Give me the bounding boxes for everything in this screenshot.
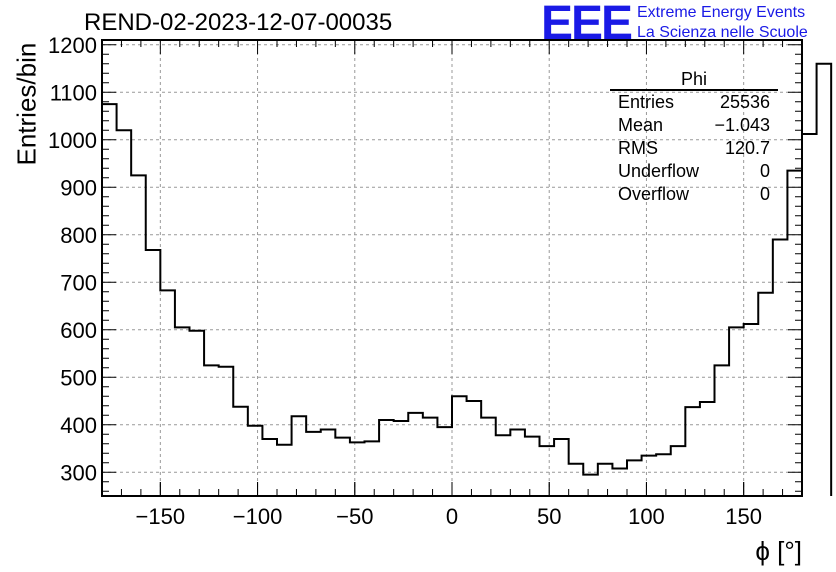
x-tick-label: 50 — [537, 504, 561, 529]
x-tick-label: 100 — [628, 504, 665, 529]
y-tick-label: 900 — [60, 175, 97, 200]
stats-row-underflow: Underflow 0 — [610, 160, 778, 183]
stats-row-mean: Mean −1.043 — [610, 114, 778, 137]
chart-title: REND-02-2023-12-07-00035 — [84, 9, 393, 36]
y-axis-label: Entries/bin — [11, 42, 42, 166]
y-tick-label: 300 — [60, 460, 97, 485]
x-axis-label: ϕ [°] — [755, 536, 802, 566]
stats-value: 25536 — [719, 92, 770, 112]
y-tick-label: 600 — [60, 318, 97, 343]
stats-key: Entries — [618, 92, 675, 112]
y-tick-label: 1000 — [48, 128, 97, 153]
histogram-outline — [101, 62, 833, 496]
stats-value: 120.7 — [724, 138, 770, 158]
stats-row-rms: RMS 120.7 — [610, 137, 778, 160]
stats-title: Phi — [610, 69, 778, 91]
x-tick-label: 0 — [446, 504, 458, 529]
stats-row-overflow: Overflow 0 — [610, 183, 778, 206]
stats-value: 0 — [759, 184, 770, 204]
stats-row-entries: Entries 25536 — [610, 91, 778, 114]
y-tick-label: 1100 — [50, 80, 97, 105]
y-tick-label: 500 — [60, 365, 97, 390]
histogram-bars — [101, 62, 833, 496]
stats-key: Mean — [618, 115, 664, 135]
stats-value: −1.043 — [714, 115, 770, 135]
y-tick-label: 1200 — [48, 33, 97, 58]
y-tick-label: 700 — [60, 270, 97, 295]
logo-caption: Extreme Energy Events La Scienza nelle S… — [637, 3, 808, 43]
stats-value: 0 — [759, 161, 770, 181]
y-tick-label: 400 — [60, 413, 97, 438]
eee-logo: EEE — [541, 0, 633, 50]
stats-key: RMS — [618, 138, 658, 158]
stats-key: Underflow — [618, 161, 700, 181]
stats-key: Overflow — [618, 184, 690, 204]
x-tick-label: −50 — [336, 504, 373, 529]
x-tick-label: −150 — [136, 504, 186, 529]
tick-labels: −150 −100 −50 0 50 100 150 300 400 500 600 700 800 90… — [48, 33, 762, 529]
x-tick-label: −100 — [233, 504, 283, 529]
logo-caption-line1: Extreme Energy Events — [637, 4, 806, 21]
y-tick-label: 800 — [60, 223, 97, 248]
axis-ticks — [101, 40, 803, 496]
stats-box: Phi Entries 25536 Mean −1.043 RMS 120.7 … — [610, 69, 778, 206]
logo-caption-line2: La Scienza nelle Scuole — [637, 24, 808, 41]
x-tick-label: 150 — [725, 504, 762, 529]
